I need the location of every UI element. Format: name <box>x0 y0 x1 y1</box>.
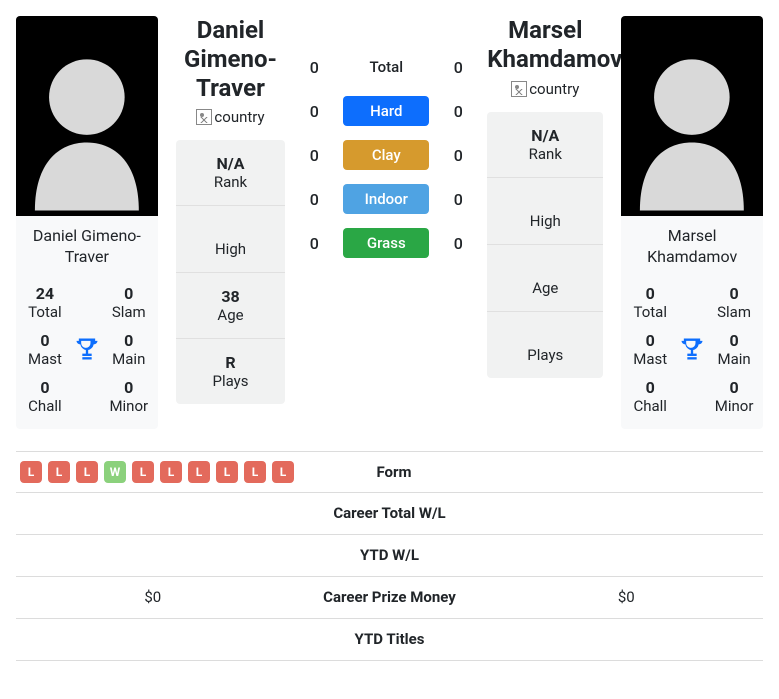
stats-ytd-wl-row: YTD W/L <box>16 535 763 577</box>
broken-image-icon <box>511 81 527 97</box>
player2-info-box: N/A Rank High Age Plays <box>487 112 603 378</box>
p2-title-minor: 0 Minor <box>709 378 759 415</box>
form-chip-l[interactable]: L <box>132 461 154 483</box>
form-chip-l[interactable]: L <box>272 461 294 483</box>
player1-titles-grid: 24 Total 0 Slam 0 Mast 0 Main 0 Chall <box>16 278 158 429</box>
broken-image-icon <box>196 109 212 125</box>
h2h-indoor-row: 0 Indoor 0 <box>303 184 469 214</box>
stats-ytd-wl-label: YTD W/L <box>290 546 490 564</box>
h2h-grass-p2: 0 <box>447 234 469 253</box>
p2-high-row: High <box>487 178 603 245</box>
player1-info-box: N/A Rank High 38 Age R Plays <box>176 140 286 404</box>
stats-career-prize-label: Career Prize Money <box>290 588 490 606</box>
player1-country: country <box>196 108 264 126</box>
p2-plays-row: Plays <box>487 312 603 378</box>
h2h-grass-row: 0 Grass 0 <box>303 228 469 258</box>
h2h-clay-p2: 0 <box>447 146 469 165</box>
p1-form-chips: LLLWLLLLLL <box>16 461 294 483</box>
trophy-icon <box>678 335 706 363</box>
player2-card: Marsel Khamdamov 0 Total 0 Slam 0 Mast 0… <box>621 16 763 429</box>
h2h-column: 0 Total 0 0 Hard 0 0 Clay 0 0 Indoor 0 0… <box>303 16 469 272</box>
trophy-icon <box>73 335 101 363</box>
h2h-clay-label: Clay <box>343 140 429 170</box>
h2h-hard-label: Hard <box>343 96 429 126</box>
player1-info-col: Daniel Gimeno-Traver country N/A Rank Hi… <box>176 16 286 404</box>
h2h-total-p1: 0 <box>303 58 325 77</box>
player1-header-name: Daniel Gimeno-Traver <box>176 16 286 102</box>
h2h-indoor-label: Indoor <box>343 184 429 214</box>
h2h-total-label: Total <box>343 52 429 82</box>
comparison-top-row: Daniel Gimeno-Traver 24 Total 0 Slam 0 M… <box>16 16 763 429</box>
player1-name: Daniel Gimeno-Traver <box>16 216 158 278</box>
form-chip-w[interactable]: W <box>104 461 126 483</box>
p2-career-prize: $0 <box>490 588 764 606</box>
stats-career-wl-row: Career Total W/L <box>16 493 763 535</box>
form-chip-l[interactable]: L <box>216 461 238 483</box>
p1-title-minor: 0 Minor <box>104 378 154 415</box>
player2-photo <box>621 16 763 216</box>
p2-rank-row: N/A Rank <box>487 112 603 178</box>
p2-title-main: 0 Main <box>709 331 759 368</box>
p1-title-slam: 0 Slam <box>104 284 154 321</box>
stats-table: LLLWLLLLLL Form Career Total W/L YTD W/L… <box>16 451 763 661</box>
player2-country: country <box>511 80 579 98</box>
p1-title-chall: 0 Chall <box>20 378 70 415</box>
stats-career-wl-label: Career Total W/L <box>290 504 490 522</box>
p1-plays-row: R Plays <box>176 339 286 404</box>
p1-rank-row: N/A Rank <box>176 140 286 206</box>
h2h-total-row: 0 Total 0 <box>303 52 469 82</box>
p1-high-row: High <box>176 206 286 273</box>
stats-ytd-titles-label: YTD Titles <box>290 630 490 648</box>
form-chip-l[interactable]: L <box>244 461 266 483</box>
p2-title-mast: 0 Mast <box>625 331 675 368</box>
p1-title-total: 24 Total <box>20 284 70 321</box>
p1-title-mast: 0 Mast <box>20 331 70 368</box>
form-chip-l[interactable]: L <box>188 461 210 483</box>
p1-career-prize: $0 <box>16 588 290 606</box>
p2-title-total: 0 Total <box>625 284 675 321</box>
form-chip-l[interactable]: L <box>76 461 98 483</box>
h2h-indoor-p2: 0 <box>447 190 469 209</box>
stats-form-label: Form <box>294 463 494 481</box>
p2-title-slam: 0 Slam <box>709 284 759 321</box>
player2-info-col: Marsel Khamdamov country N/A Rank High A… <box>487 16 603 378</box>
h2h-grass-label: Grass <box>343 228 429 258</box>
h2h-clay-row: 0 Clay 0 <box>303 140 469 170</box>
player1-card: Daniel Gimeno-Traver 24 Total 0 Slam 0 M… <box>16 16 158 429</box>
stats-career-prize-row: $0 Career Prize Money $0 <box>16 577 763 619</box>
p1-age-row: 38 Age <box>176 273 286 339</box>
player1-photo <box>16 16 158 216</box>
h2h-indoor-p1: 0 <box>303 190 325 209</box>
h2h-grass-p1: 0 <box>303 234 325 253</box>
p2-title-chall: 0 Chall <box>625 378 675 415</box>
stats-ytd-titles-row: YTD Titles <box>16 619 763 661</box>
form-chip-l[interactable]: L <box>20 461 42 483</box>
h2h-hard-p1: 0 <box>303 102 325 121</box>
form-chip-l[interactable]: L <box>160 461 182 483</box>
h2h-hard-row: 0 Hard 0 <box>303 96 469 126</box>
h2h-clay-p1: 0 <box>303 146 325 165</box>
h2h-total-p2: 0 <box>447 58 469 77</box>
h2h-hard-p2: 0 <box>447 102 469 121</box>
form-chip-l[interactable]: L <box>48 461 70 483</box>
stats-form-row: LLLWLLLLLL Form <box>16 451 763 493</box>
player2-name: Marsel Khamdamov <box>621 216 763 278</box>
p2-age-row: Age <box>487 245 603 312</box>
player2-titles-grid: 0 Total 0 Slam 0 Mast 0 Main 0 Chall <box>621 278 763 429</box>
p1-title-main: 0 Main <box>104 331 154 368</box>
player2-header-name: Marsel Khamdamov <box>487 16 603 74</box>
